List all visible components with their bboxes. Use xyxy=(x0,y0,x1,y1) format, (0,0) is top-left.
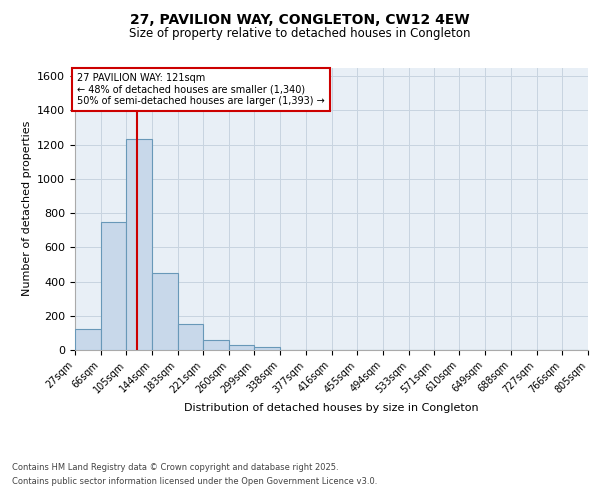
Bar xyxy=(254,348,280,350)
Bar xyxy=(127,140,152,350)
Text: Size of property relative to detached houses in Congleton: Size of property relative to detached ho… xyxy=(129,28,471,40)
Y-axis label: Number of detached properties: Number of detached properties xyxy=(22,121,32,296)
Text: Contains HM Land Registry data © Crown copyright and database right 2025.: Contains HM Land Registry data © Crown c… xyxy=(12,464,338,472)
Bar xyxy=(203,340,229,350)
X-axis label: Distribution of detached houses by size in Congleton: Distribution of detached houses by size … xyxy=(184,403,479,413)
Bar xyxy=(178,324,203,350)
Text: 27 PAVILION WAY: 121sqm
← 48% of detached houses are smaller (1,340)
50% of semi: 27 PAVILION WAY: 121sqm ← 48% of detache… xyxy=(77,72,325,106)
Bar xyxy=(229,345,254,350)
Bar xyxy=(75,330,101,350)
Bar xyxy=(152,273,178,350)
Bar xyxy=(101,222,127,350)
Text: 27, PAVILION WAY, CONGLETON, CW12 4EW: 27, PAVILION WAY, CONGLETON, CW12 4EW xyxy=(130,12,470,26)
Text: Contains public sector information licensed under the Open Government Licence v3: Contains public sector information licen… xyxy=(12,477,377,486)
